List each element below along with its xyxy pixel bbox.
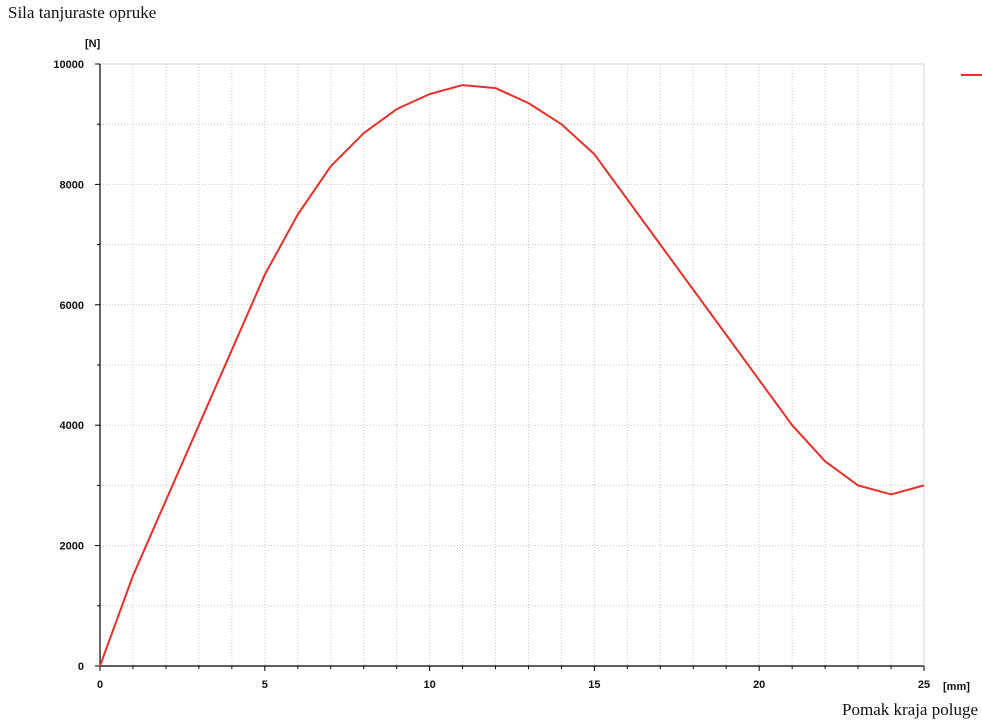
x-axis-label: Pomak kraja poluge	[842, 700, 978, 719]
y-tick-label: 2000	[60, 541, 84, 553]
chart-title: Sila tanjuraste opruke	[8, 3, 157, 22]
y-tick-label: 0	[78, 661, 84, 673]
y-tick-label: 10000	[53, 59, 84, 71]
grid-lines	[99, 63, 925, 667]
axes	[95, 63, 925, 671]
series-group	[99, 84, 925, 667]
x-tick-label: 5	[262, 679, 268, 691]
x-tick-label: 25	[918, 679, 930, 691]
x-axis-unit: [mm]	[943, 681, 970, 693]
x-tick-label: 10	[423, 679, 435, 691]
x-tick-label: 20	[753, 679, 765, 691]
series-line	[99, 84, 925, 667]
x-tick-label: 15	[588, 679, 600, 691]
y-axis-unit: [N]	[85, 38, 101, 50]
y-tick-label: 6000	[60, 300, 84, 312]
y-tick-label: 8000	[60, 179, 84, 191]
x-tick-label: 0	[97, 679, 103, 691]
y-tick-label: 4000	[60, 420, 84, 432]
tick-labels: 0 5 10 15 20 25 0 2000 4000 6000 8000 10000	[53, 59, 930, 691]
